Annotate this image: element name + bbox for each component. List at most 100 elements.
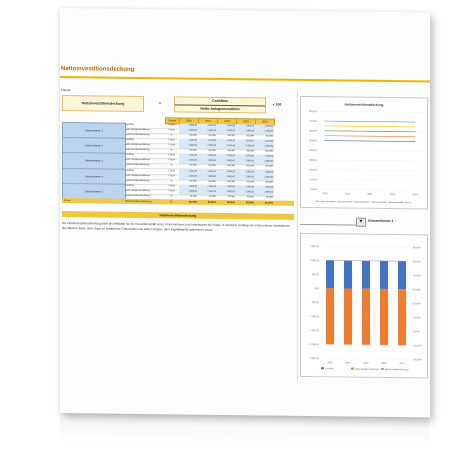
total-value: 60,00% (226, 201, 235, 205)
y-tick-label: -1.000,00 (309, 316, 319, 318)
legend-entry: Unternehmen 3 (354, 201, 369, 204)
gridline (319, 111, 421, 113)
y-tick-label: 60,00% (309, 131, 317, 133)
bar-chart-svg: 1.500,00 1.000,00 500,00 0,00 -500,00 -1.000,… (309, 246, 422, 371)
bar-investment (379, 288, 389, 346)
gridline (319, 189, 421, 191)
gridline (319, 159, 421, 162)
chart-title: Nettoinvestitionsdeckung (345, 102, 384, 106)
series-point (347, 130, 348, 132)
bar-chart: 1.500,00 1.000,00 500,00 0,00 -500,00 -1.000,… (300, 232, 428, 379)
y2-tick-label: 40,00% (413, 275, 421, 277)
series-point (347, 140, 348, 142)
bar-cashflow (325, 260, 335, 289)
column-divider (297, 90, 298, 381)
bar-cashflow (379, 260, 389, 290)
total-value: 60,00% (207, 200, 216, 204)
legend-entry: Netto-Anlageinvestitionen (355, 368, 380, 371)
spreadsheet-page: Nettoinvestitionsdeckung Formel Nettoinv… (60, 8, 430, 418)
y-tick-label: 1.500,00 (310, 246, 320, 248)
x-tick-label: 2022 (367, 194, 373, 196)
y-tick-label: 0,00 (315, 288, 320, 290)
x-tick-label: 2021 (345, 362, 351, 364)
x-tick-label: 2020 (327, 362, 333, 364)
bar-investment (397, 289, 407, 346)
bar-investment (343, 288, 353, 345)
equation-times: × 100 (272, 102, 282, 107)
ratio-line (330, 259, 402, 262)
chevron-down-icon[interactable]: ▼ (356, 217, 366, 227)
total-value: 60,00% (188, 200, 197, 204)
dropdown-field[interactable] (300, 216, 357, 226)
y2-tick-label: -20,00% (413, 359, 422, 361)
description-text: Die Nettoinvestitionsdeckung dient als M… (62, 221, 290, 232)
legend-swatch (351, 367, 354, 370)
y-tick-label: 20,00% (309, 170, 317, 172)
series-point (392, 140, 393, 142)
legend-entry: Unternehmen 1 (320, 200, 335, 203)
total-label: Ebene (64, 199, 71, 203)
series-point (369, 140, 371, 142)
page-title: Nettoinvestitionsdeckung (61, 66, 135, 73)
series-point (392, 136, 393, 137)
series-point (392, 126, 393, 128)
y2-tick-label: -10,00% (413, 345, 422, 347)
page-reflection (60, 412, 430, 448)
series-point (347, 125, 348, 127)
y2-tick-label: 60,00% (413, 247, 421, 249)
series-point (324, 135, 326, 137)
formula-equation: Nettoinvestitionsdeckung = Cashflow Nett… (62, 95, 294, 114)
series-point (369, 126, 371, 127)
x-tick-label: 2023 (381, 363, 387, 365)
x-tick-label: 2024 (412, 194, 418, 196)
y2-tick-label: 30,00% (413, 289, 421, 291)
equation-fraction: Cashflow Netto-Anlageinvestition (174, 96, 266, 114)
legend-entry: Ebene (405, 202, 412, 204)
series-point (369, 135, 371, 137)
company-dropdown[interactable]: ▼ Unternehmen 1 (300, 216, 393, 227)
dropdown-selected-value: Unternehmen 1 (368, 218, 394, 224)
y2-tick-label: 50,00% (413, 261, 421, 263)
bar-investment (361, 288, 371, 345)
gridline (319, 179, 421, 181)
y-tick-label: -500,00 (311, 302, 320, 304)
legend-entry: Nettoinvestitionsdeckung (385, 368, 409, 371)
series-point (369, 130, 371, 132)
legend-entry: Unternehmen 2 (337, 200, 352, 203)
series-point (324, 130, 326, 132)
legend-swatch (381, 367, 384, 370)
y-tick-label: -2.000,00 (309, 344, 319, 346)
x-tick-label: 2021 (345, 193, 351, 195)
legend-entry: Unternehmen 5 (388, 201, 403, 204)
total-value: 60,00% (245, 201, 254, 205)
section-header: Nettoinvestitionsdeckung (62, 211, 294, 220)
x-tick-label: 2024 (399, 363, 405, 365)
y2-tick-label: 20,00% (413, 303, 421, 305)
x-tick-label: 2023 (390, 194, 396, 196)
y-tick-label: 70,00% (309, 121, 317, 123)
series-point (414, 126, 416, 128)
bar-cashflow (343, 260, 353, 289)
gridline (319, 169, 421, 172)
series-point (347, 135, 348, 137)
equation-equals: = (158, 101, 162, 106)
y2-tick-label: 10,00% (413, 317, 421, 319)
gridline (321, 246, 411, 248)
series-point (414, 121, 416, 123)
line-chart-svg: Nettoinvestitionsdeckung 80,00% 70,00% 60,0… (309, 102, 421, 204)
series-point (347, 120, 348, 122)
x-tick-label: 2020 (322, 193, 328, 195)
line-chart: Nettoinvestitionsdeckung 80,00% 70,00% 60,0… (300, 95, 428, 210)
bar-cashflow (397, 261, 407, 290)
legend-entry: Unternehmen 4 (371, 201, 386, 204)
y-tick-label: 50,00% (309, 140, 317, 142)
y-tick-label: 40,00% (309, 150, 317, 152)
x-tick-label: 2022 (363, 363, 369, 365)
gridline (321, 358, 411, 360)
y-tick-label: 1.000,00 (310, 260, 320, 262)
series-point (324, 120, 326, 122)
total-row-label: Nettoinvestitionsdeckung (125, 199, 152, 204)
series-point (392, 121, 393, 123)
series-point (369, 121, 371, 122)
series-point (414, 136, 416, 138)
